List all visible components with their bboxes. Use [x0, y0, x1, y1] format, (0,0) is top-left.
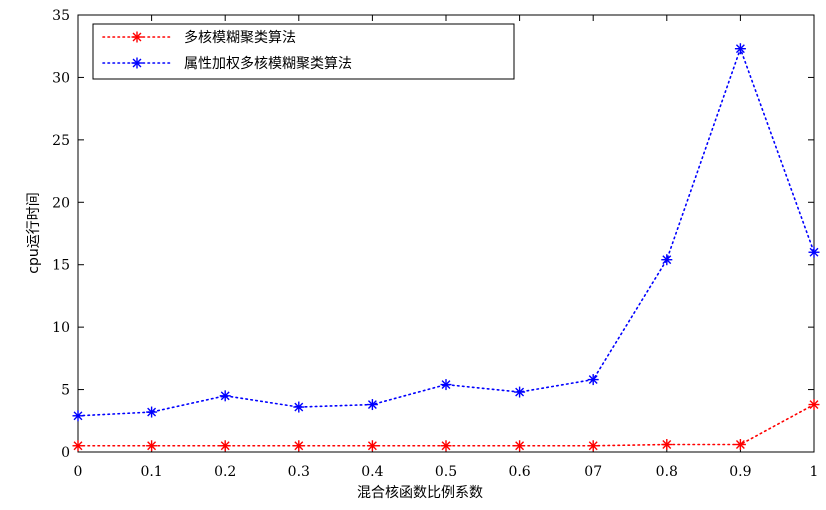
y-tick-label: 10: [52, 320, 70, 336]
y-tick-label: 25: [52, 133, 70, 149]
data-point: [293, 440, 305, 452]
data-point: [514, 440, 526, 452]
x-tick-label: 0.2: [214, 464, 236, 480]
data-point: [734, 439, 746, 451]
data-point: [734, 43, 746, 55]
x-tick-label: 0.1: [140, 464, 162, 480]
series-line-2: [77, 46, 815, 417]
y-tick-label: 20: [52, 195, 70, 211]
data-point: [146, 406, 158, 418]
x-axis-title: 混合核函数比例系数: [357, 485, 483, 501]
x-tick-label: 1: [810, 464, 819, 480]
x-tick-label: 0.9: [729, 464, 751, 480]
data-point: [808, 399, 820, 411]
x-tick-label: 0.3: [288, 464, 310, 480]
x-tick-label: 0.6: [508, 464, 530, 480]
legend-box: [92, 23, 515, 80]
legend-label: 多核模糊聚类算法: [184, 29, 296, 46]
data-point: [661, 439, 673, 451]
data-point: [293, 401, 305, 413]
data-point: [514, 386, 526, 398]
y-axis-title: cpu运行时间: [26, 192, 42, 273]
y-tick-label: 15: [52, 258, 70, 274]
data-point: [72, 410, 84, 422]
data-point: [146, 440, 158, 452]
y-tick-label: 0: [61, 445, 70, 461]
x-tick-label: 0.5: [435, 464, 457, 480]
y-axis: 0 5 10 15 20 25 30 35: [52, 8, 814, 461]
x-tick-label: 0: [74, 464, 83, 480]
series-layer: [72, 43, 820, 452]
x-tick-label: 0.8: [656, 464, 678, 480]
x-tick-label: 0.4: [361, 464, 383, 480]
data-point: [219, 390, 231, 402]
legend-marker: [131, 31, 143, 43]
y-tick-label: 35: [52, 8, 70, 24]
data-point: [587, 440, 599, 452]
data-point: [366, 440, 378, 452]
data-point: [587, 374, 599, 386]
legend-marker: [131, 57, 143, 69]
x-tick-label: 07: [584, 464, 602, 480]
y-tick-label: 30: [52, 70, 70, 86]
x-axis: 0 0.1 0.2 0.3 0.4 0.5 0.6 07 0.8 0.9 1: [74, 15, 819, 480]
data-point: [219, 440, 231, 452]
data-point: [808, 246, 820, 258]
data-point: [366, 399, 378, 411]
data-point: [661, 254, 673, 266]
data-point: [440, 440, 452, 452]
data-point: [440, 379, 452, 391]
data-point: [72, 440, 84, 452]
y-tick-label: 5: [61, 383, 70, 399]
legend-label: 属性加权多核模糊聚类算法: [184, 55, 352, 72]
